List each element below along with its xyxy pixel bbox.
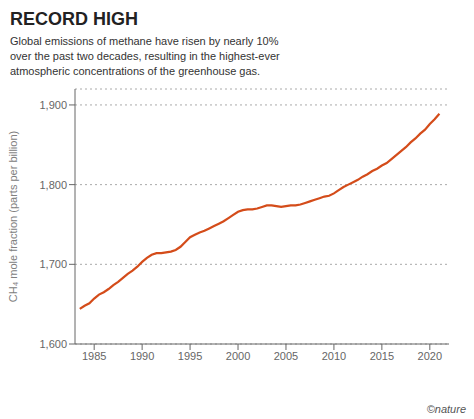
html-text:over the past two decades, res: over the past two decades, resulting in …	[10, 50, 280, 62]
html-text:atmospheric concentrations of: atmospheric concentrations of the greenh…	[10, 65, 261, 77]
svg-text:1990: 1990	[130, 350, 154, 362]
svg-text:1,800: 1,800	[39, 179, 67, 191]
svg-text:2005: 2005	[274, 350, 298, 362]
svg-text:CH₄ mole fraction (parts per b: CH₄ mole fraction (parts per billion)	[8, 131, 19, 302]
svg-text:1,600: 1,600	[39, 338, 67, 350]
svg-text:2000: 2000	[226, 350, 250, 362]
svg-text:2020: 2020	[418, 350, 442, 362]
html-text:©nature: ©nature	[426, 403, 466, 415]
svg-text:2015: 2015	[370, 350, 394, 362]
svg-text:1,700: 1,700	[39, 258, 67, 270]
html-text:RECORD HIGH: RECORD HIGH	[10, 9, 138, 29]
html-text:Global emissions of methane ha: Global emissions of methane have risen b…	[10, 35, 279, 47]
svg-text:2010: 2010	[322, 350, 346, 362]
svg-text:1995: 1995	[178, 350, 202, 362]
svg-text:1985: 1985	[82, 350, 106, 362]
svg-text:1,900: 1,900	[39, 99, 67, 111]
